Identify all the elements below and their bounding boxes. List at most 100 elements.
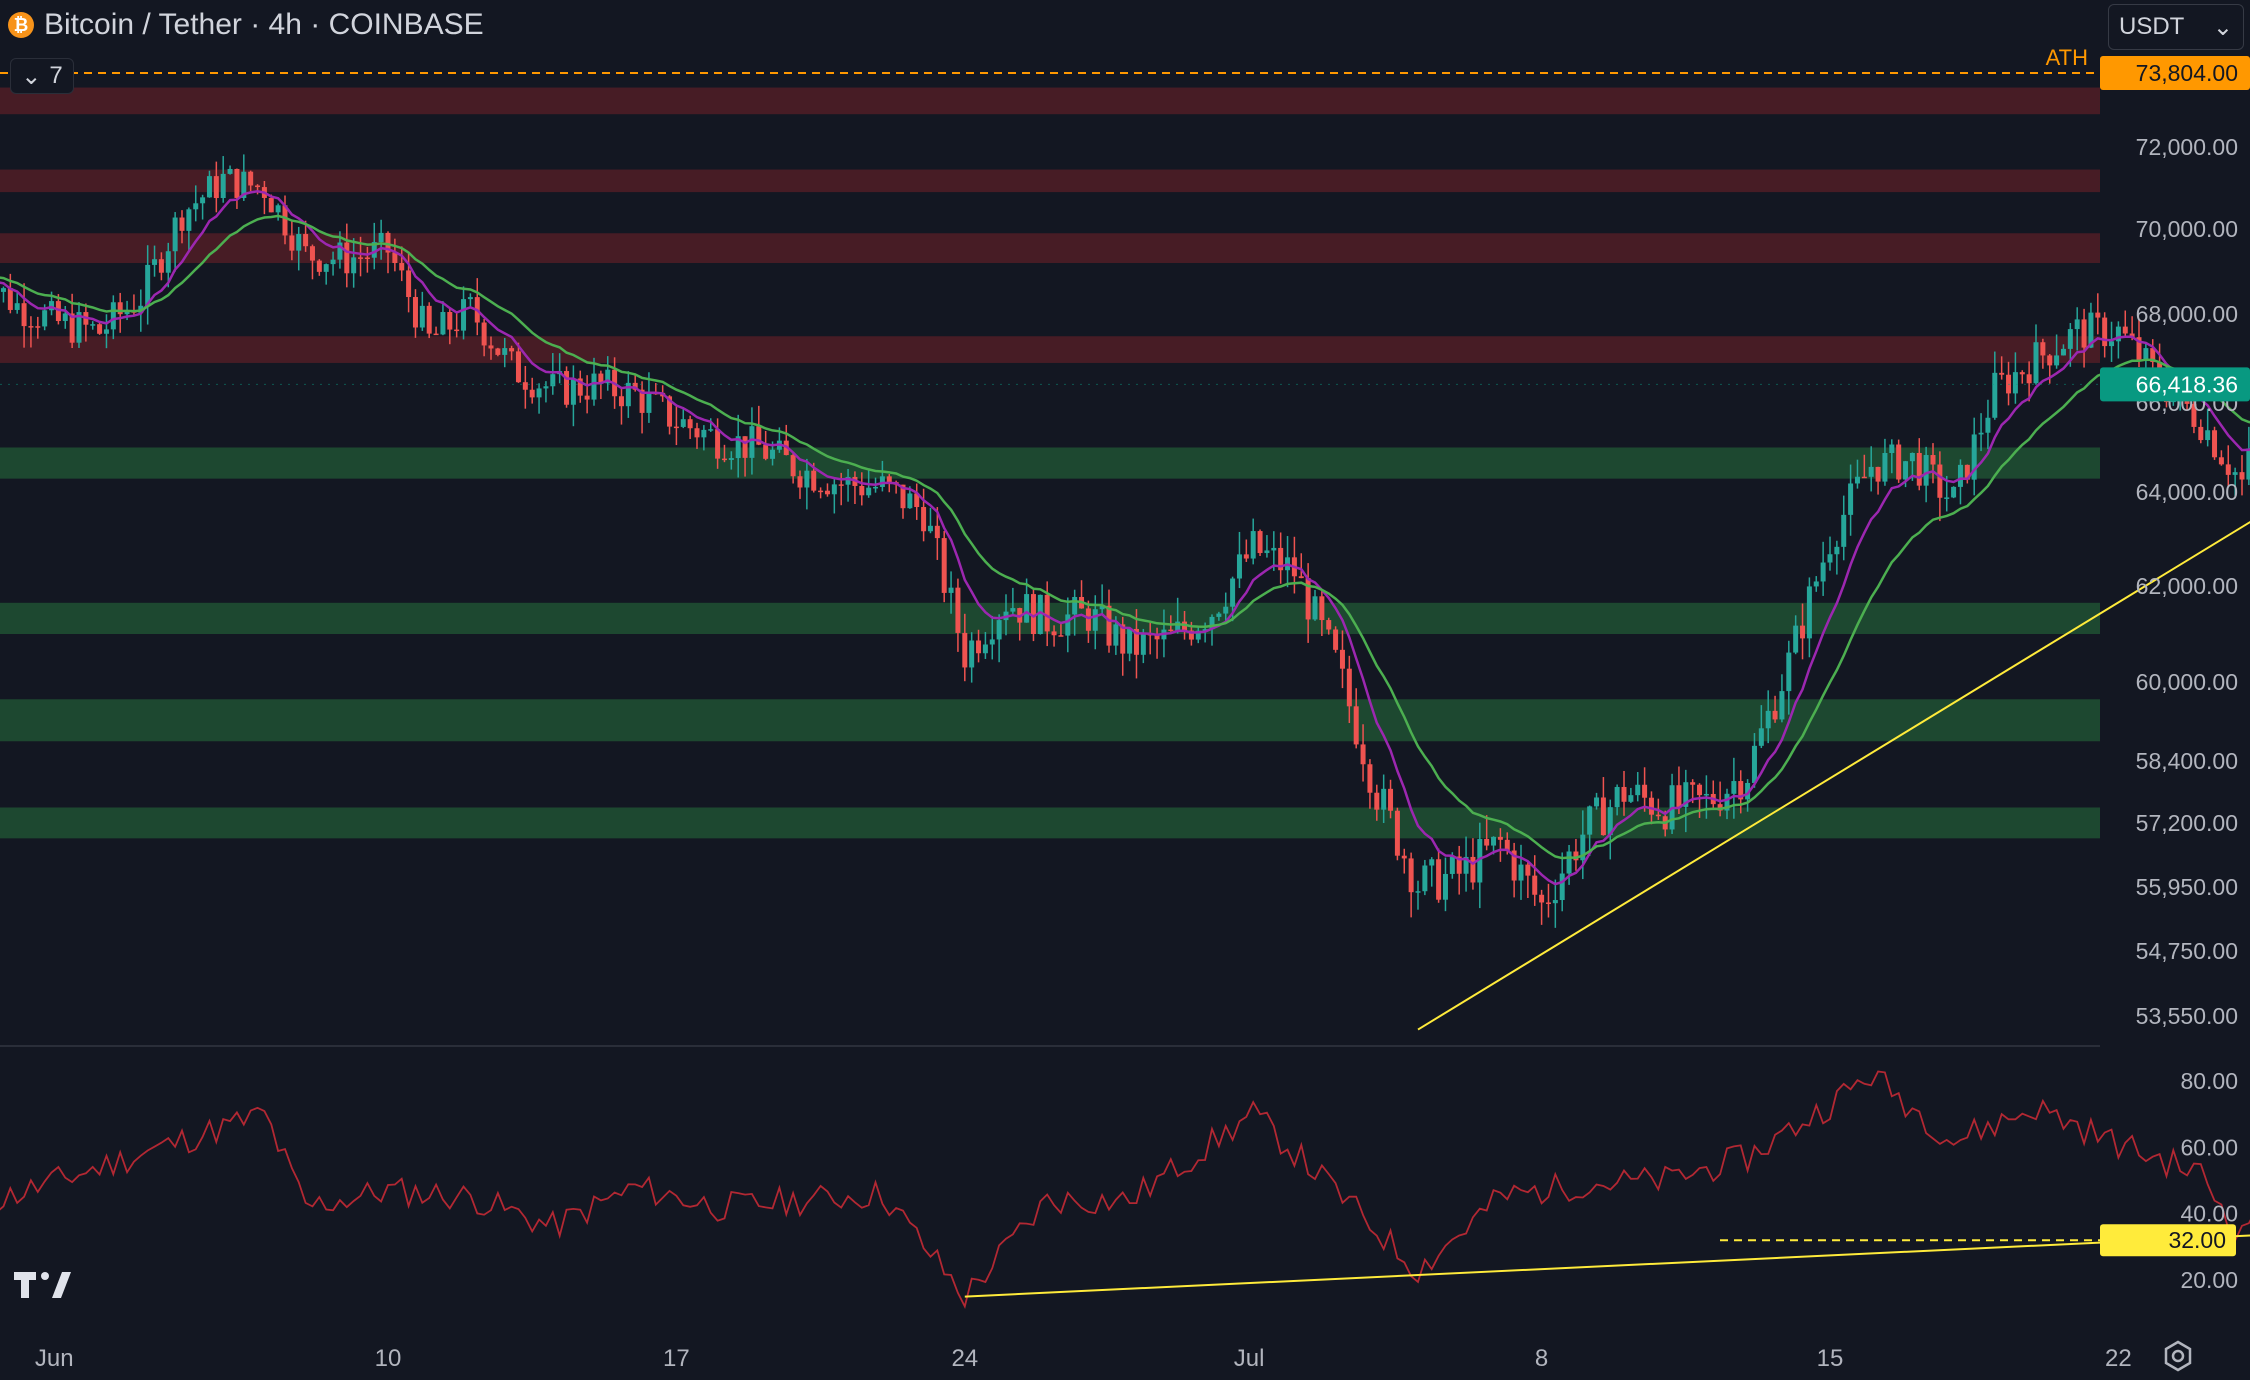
candle-body	[289, 235, 295, 251]
candle-body	[1607, 807, 1613, 836]
price-tick-label: 68,000.00	[2136, 301, 2238, 327]
candle-body	[1793, 625, 1799, 653]
candle-body	[687, 419, 693, 429]
candle-body	[1374, 792, 1380, 810]
candle-body	[385, 232, 391, 253]
gear-icon[interactable]	[2162, 1340, 2194, 1372]
candle-body	[1848, 483, 1854, 515]
time-tick-label: 17	[663, 1345, 690, 1372]
candle-body	[1745, 782, 1751, 800]
candle-body	[275, 205, 281, 213]
zones-layer: ATH	[0, 45, 2100, 839]
candle-body	[680, 419, 686, 427]
candle-body	[708, 429, 714, 431]
candle-body	[859, 485, 865, 496]
logo-mark-dot	[41, 1272, 49, 1280]
candle-body	[1690, 782, 1696, 785]
ema-layer	[0, 190, 2250, 886]
candle-body	[873, 486, 879, 489]
candle-body	[97, 324, 103, 334]
candle-body	[1944, 497, 1950, 499]
candle-body	[1175, 621, 1181, 631]
candle-body	[1978, 432, 1984, 435]
candle-body	[536, 388, 542, 398]
drawings-layer	[1417, 520, 2250, 1031]
candle-body	[1037, 594, 1043, 635]
support-zone-2	[0, 699, 2100, 742]
candle-body	[811, 470, 817, 491]
candle-body	[2115, 326, 2121, 342]
chart-header[interactable]: ₿ Bitcoin / Tether · 4h · COINBASE	[8, 8, 484, 42]
candle-body	[1353, 706, 1359, 745]
price-tick-label: 55,950.00	[2136, 874, 2238, 900]
candle-body	[982, 644, 988, 654]
candle-body	[1470, 856, 1476, 883]
time-tick-label: Jun	[35, 1345, 74, 1372]
candle-body	[667, 396, 673, 427]
candle-body	[1154, 634, 1160, 640]
candle-body	[1566, 851, 1572, 874]
candle-body	[1545, 902, 1551, 904]
time-tick-label: 24	[951, 1345, 978, 1372]
candle-body	[1202, 629, 1208, 631]
candle-body	[701, 429, 707, 438]
price-tick-label: 60,000.00	[2136, 669, 2238, 695]
candle-body	[1394, 810, 1400, 856]
candle-body	[1882, 453, 1888, 482]
candle-body	[1230, 578, 1236, 607]
symbol-title[interactable]: Bitcoin / Tether · 4h · COINBASE	[44, 8, 484, 41]
indicator-collapse-button[interactable]: ⌄ 7	[10, 58, 74, 94]
chevron-down-icon: ⌄	[21, 62, 42, 90]
candle-body	[598, 373, 604, 384]
candle-body	[7, 288, 13, 310]
candle-body	[69, 313, 75, 343]
candle-body	[962, 632, 968, 668]
candle-body	[1072, 596, 1078, 615]
candle-body	[2067, 329, 2073, 349]
candle-body	[1497, 836, 1503, 840]
candle-body	[296, 234, 302, 251]
candle-body	[2019, 372, 2025, 375]
candle-body	[1491, 836, 1497, 846]
candle-body	[1903, 461, 1909, 480]
support-zone-3	[0, 807, 2100, 839]
candle-body	[934, 525, 940, 539]
candle-body	[797, 476, 803, 488]
candle-body	[158, 259, 164, 273]
candle-body	[206, 176, 212, 198]
candle-body	[2088, 312, 2094, 348]
candle-body	[1312, 596, 1318, 620]
candle-body	[1127, 628, 1133, 654]
support-zone-0	[0, 447, 2100, 479]
currency-selector[interactable]: USDT ⌄	[2108, 4, 2244, 50]
rsi-pane: 80.00 60.00 40.00 20.00 32.00	[0, 1068, 2250, 1309]
candle-body	[1772, 710, 1778, 720]
rsi-level-tag	[2100, 1224, 2236, 1257]
candle-body	[639, 389, 645, 413]
candle-body	[1731, 781, 1737, 794]
candle-body	[419, 305, 425, 328]
candle-body	[62, 313, 68, 322]
candle-body	[14, 303, 20, 310]
candle-body	[2246, 448, 2250, 480]
candle-body	[886, 476, 892, 483]
candle-body	[1367, 764, 1373, 793]
candle-body	[715, 429, 721, 459]
candle-body	[1676, 785, 1682, 807]
candle-body	[268, 197, 274, 213]
candle-body	[591, 373, 597, 400]
candle-body	[248, 171, 254, 186]
candle-body	[2150, 348, 2156, 363]
candle-body	[1896, 444, 1902, 480]
candle-body	[749, 426, 755, 458]
candle-body	[1463, 856, 1469, 874]
candle-body	[1216, 613, 1222, 617]
candle-body	[2109, 341, 2115, 347]
candle-body	[1442, 873, 1448, 900]
candle-body	[1436, 859, 1442, 900]
candle-body	[831, 484, 837, 495]
candle-body	[1971, 434, 1977, 480]
candle-body	[2060, 348, 2066, 356]
